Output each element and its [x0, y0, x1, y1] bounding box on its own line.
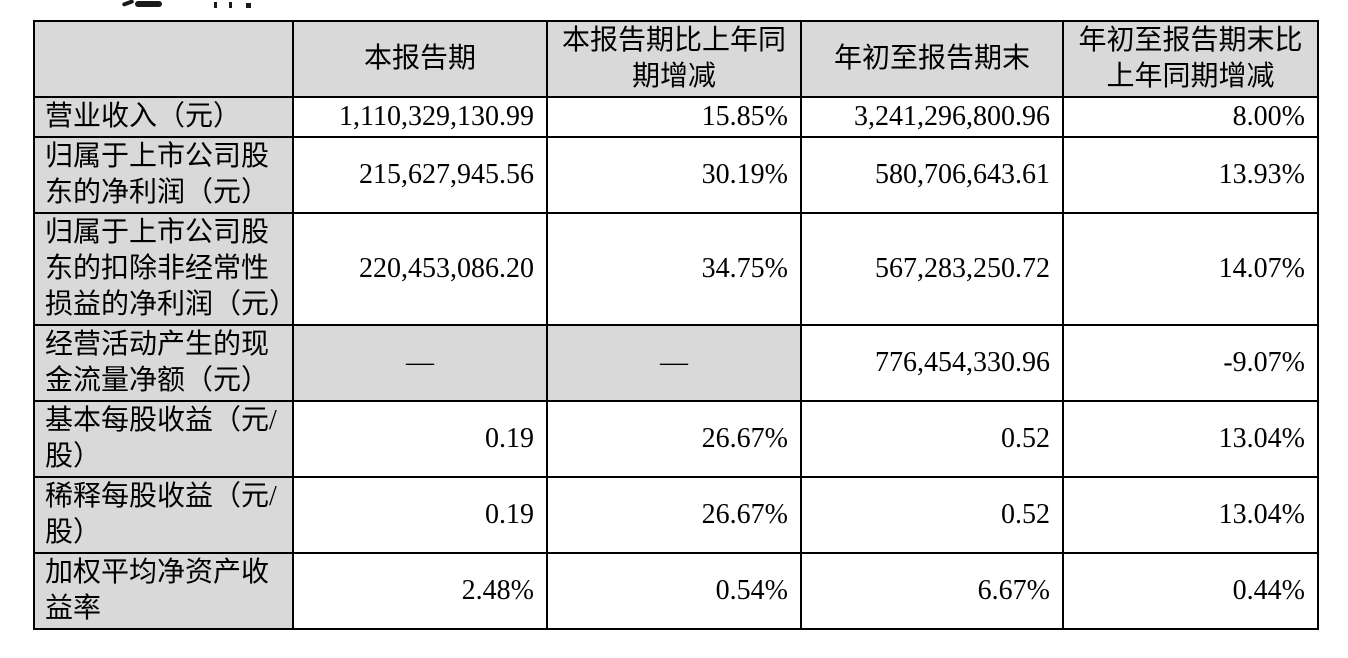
cell-value: 6.67% — [800, 552, 1064, 630]
cell-value: 3,241,296,800.96 — [800, 96, 1064, 138]
cell-value: 34.75% — [546, 212, 802, 326]
cell-value: 0.52 — [800, 400, 1064, 478]
cell-value: 580,706,643.61 — [800, 136, 1064, 214]
cell-value: 8.00% — [1062, 96, 1319, 138]
cell-value: 15.85% — [546, 96, 802, 138]
clipped-glyph-mark — [135, 1, 162, 7]
table-body: 营业收入（元） 1,110,329,130.99 15.85% 3,241,296,8… — [33, 96, 1319, 630]
row-label: 加权平均净资产收益率 — [33, 552, 294, 630]
cell-value: 220,453,086.20 — [292, 212, 548, 326]
row-label: 经营活动产生的现金流量净额（元） — [33, 324, 294, 402]
cell-value: 30.19% — [546, 136, 802, 214]
column-header: 本报告期 — [292, 20, 548, 98]
row-label: 归属于上市公司股东的扣除非经常性损益的净利润（元） — [33, 212, 294, 326]
column-header: 本报告期比上年同期增减 — [546, 20, 802, 98]
header-row: 本报告期 本报告期比上年同期增减 年初至报告期末 年初至报告期末比上年同期增减 — [33, 20, 1319, 98]
cell-value: 567,283,250.72 — [800, 212, 1064, 326]
cell-value: 0.52 — [800, 476, 1064, 554]
cell-value: 26.67% — [546, 400, 802, 478]
column-header: 年初至报告期末比上年同期增减 — [1062, 20, 1319, 98]
table-row: 基本每股收益（元/股） 0.19 26.67% 0.52 13.04% — [33, 400, 1319, 478]
clipped-glyph-mark — [246, 3, 251, 8]
cell-value: -9.07% — [1062, 324, 1319, 402]
row-label: 归属于上市公司股东的净利润（元） — [33, 136, 294, 214]
table-row: 营业收入（元） 1,110,329,130.99 15.85% 3,241,296,8… — [33, 96, 1319, 138]
clipped-text-fragment — [0, 0, 1348, 9]
cell-value-empty: — — [546, 324, 802, 402]
table-header: 本报告期 本报告期比上年同期增减 年初至报告期末 年初至报告期末比上年同期增减 — [33, 20, 1319, 98]
clipped-glyph-mark — [121, 0, 135, 7]
clipped-glyph-mark — [214, 2, 217, 8]
clipped-glyph-mark — [229, 2, 232, 8]
column-header: 年初至报告期末 — [800, 20, 1064, 98]
cell-value: 14.07% — [1062, 212, 1319, 326]
table-row: 归属于上市公司股东的净利润（元） 215,627,945.56 30.19% 580,… — [33, 136, 1319, 214]
cell-value: 13.04% — [1062, 476, 1319, 554]
cell-value: 0.54% — [546, 552, 802, 630]
corner-header-cell — [33, 20, 294, 98]
cell-value: 13.04% — [1062, 400, 1319, 478]
cell-value: 776,454,330.96 — [800, 324, 1064, 402]
table-row: 稀释每股收益（元/股） 0.19 26.67% 0.52 13.04% — [33, 476, 1319, 554]
table-row: 加权平均净资产收益率 2.48% 0.54% 6.67% 0.44% — [33, 552, 1319, 630]
cell-value: 26.67% — [546, 476, 802, 554]
cell-value: 13.93% — [1062, 136, 1319, 214]
row-label: 基本每股收益（元/股） — [33, 400, 294, 478]
row-label: 稀释每股收益（元/股） — [33, 476, 294, 554]
key-financials-table: 本报告期 本报告期比上年同期增减 年初至报告期末 年初至报告期末比上年同期增减 营业收… — [33, 20, 1319, 630]
cell-value: 0.19 — [292, 476, 548, 554]
cell-value: 1,110,329,130.99 — [292, 96, 548, 138]
cell-value-empty: — — [292, 324, 548, 402]
cell-value: 0.44% — [1062, 552, 1319, 630]
cell-value: 0.19 — [292, 400, 548, 478]
row-label: 营业收入（元） — [33, 96, 294, 138]
cell-value: 215,627,945.56 — [292, 136, 548, 214]
cell-value: 2.48% — [292, 552, 548, 630]
table-row: 经营活动产生的现金流量净额（元） — —776,454,330.96 -9.07% — [33, 324, 1319, 402]
table-row: 归属于上市公司股东的扣除非经常性损益的净利润（元） 220,453,086.20 3… — [33, 212, 1319, 326]
